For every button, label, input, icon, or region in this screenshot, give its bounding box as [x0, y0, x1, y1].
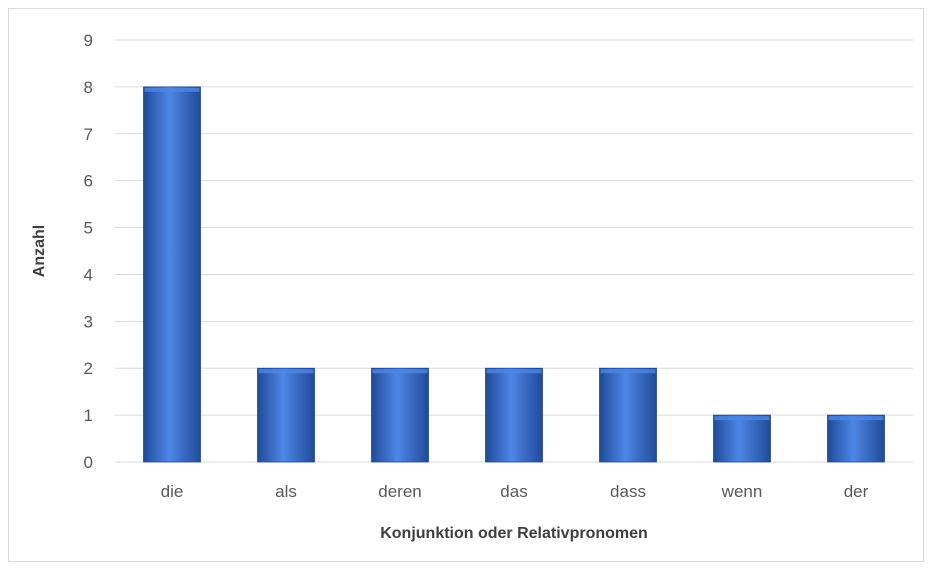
y-tick-label: 9	[84, 31, 93, 50]
bar-rect	[827, 414, 885, 463]
x-tick-label: der	[844, 482, 869, 501]
gridlines	[115, 39, 913, 463]
y-tick-label: 3	[84, 312, 93, 331]
bar-highlight	[828, 416, 884, 421]
x-axis-title: Konjunktion oder Relativpronomen	[380, 525, 648, 542]
bar-der	[827, 414, 885, 463]
y-tick-label: 4	[84, 265, 93, 284]
y-axis-ticks: 0 1 2 3 4 5 6 7 8 9	[84, 31, 93, 472]
x-axis-ticks: die als deren das dass wenn der	[161, 482, 869, 501]
y-tick-label: 0	[84, 453, 93, 472]
bars	[143, 86, 885, 463]
y-tick-label: 5	[84, 219, 93, 238]
x-tick-label: das	[500, 482, 527, 501]
y-tick-label: 1	[84, 406, 93, 425]
bar-rect	[371, 367, 429, 463]
x-tick-label: als	[275, 482, 297, 501]
bar-rect	[143, 86, 201, 463]
bar-deren	[371, 367, 429, 463]
x-tick-label: deren	[378, 482, 421, 501]
bar-rect	[599, 367, 657, 463]
y-tick-label: 6	[84, 172, 93, 191]
bar-highlight	[372, 369, 428, 374]
bar-highlight	[600, 369, 656, 374]
bar-die	[143, 86, 201, 463]
bar-highlight	[486, 369, 542, 374]
bar-als	[257, 367, 315, 463]
bar-highlight	[258, 369, 314, 374]
bar-highlight	[144, 87, 200, 92]
x-tick-label: die	[161, 482, 184, 501]
y-tick-label: 8	[84, 78, 93, 97]
y-tick-label: 7	[84, 125, 93, 144]
y-tick-label: 2	[84, 359, 93, 378]
bar-rect	[257, 367, 315, 463]
bar-dass	[599, 367, 657, 463]
bar-rect	[713, 414, 771, 463]
bar-rect	[485, 367, 543, 463]
x-tick-label: wenn	[721, 482, 763, 501]
y-axis-title: Anzahl	[31, 225, 48, 277]
bar-das	[485, 367, 543, 463]
bar-wenn	[713, 414, 771, 463]
x-tick-label: dass	[610, 482, 646, 501]
bar-highlight	[714, 416, 770, 421]
